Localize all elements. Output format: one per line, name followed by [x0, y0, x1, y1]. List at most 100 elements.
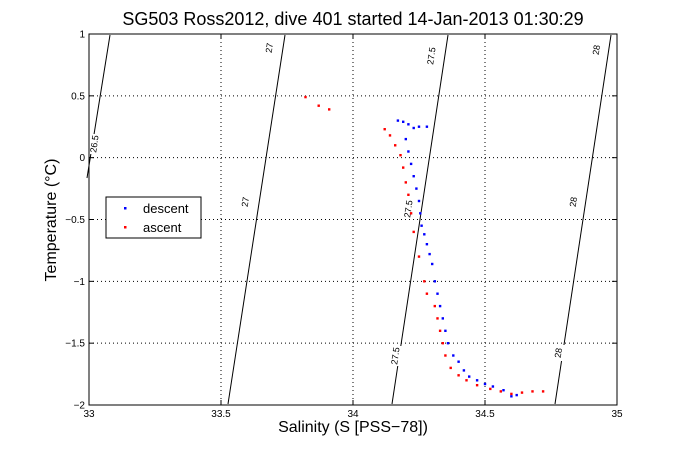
ascent-point [444, 354, 447, 357]
ascent-point [489, 387, 492, 391]
descent-point [419, 212, 422, 215]
descent-point [462, 369, 466, 372]
legend-item-ascent: ascent [124, 220, 182, 235]
descent-point [457, 360, 460, 363]
plot-area: 26.5 27 27 27.5 27.5 27.5 [86, 33, 618, 406]
ascent-point [402, 166, 405, 169]
descent-point [425, 243, 429, 246]
descent-point [417, 199, 421, 203]
descent-point [417, 125, 421, 128]
density-contours [86, 34, 612, 405]
contour-label-text: 27 [240, 196, 251, 207]
legend-marker-ascent [124, 226, 127, 229]
ascent-point [541, 390, 545, 393]
descent-point [412, 175, 415, 178]
y-tick-label: 0.5 [71, 91, 85, 102]
ascent-point [399, 154, 402, 157]
descent-point [409, 162, 413, 166]
ascent-point [449, 366, 452, 370]
x-tick-labels: 33 33.5 34 34.5 35 [83, 409, 623, 420]
descent-point [468, 375, 471, 378]
descent-point [396, 119, 400, 122]
descent-point [444, 329, 447, 332]
ascent-point [388, 134, 392, 137]
contour-label: 27 [240, 194, 252, 210]
descent-point [515, 393, 518, 397]
descent-point [404, 137, 407, 141]
contour-label-text: 26.5 [88, 135, 100, 154]
y-tick-labels: −2 −1.5 −1 −0.5 0 0.5 1 [65, 30, 85, 412]
series-ascent [304, 95, 545, 396]
y-axis-label: Temperature (°C) [43, 159, 60, 282]
ascent-point [407, 193, 410, 196]
descent-point [502, 389, 505, 392]
descent-point [438, 304, 442, 308]
axis-ticks [88, 33, 618, 406]
descent-point [407, 150, 410, 153]
contour-label-text: 27.5 [389, 347, 401, 366]
contour-label: 28 [568, 194, 580, 210]
ascent-point [510, 392, 513, 396]
contour-label: 27 [264, 40, 276, 56]
y-tick-label: 0 [79, 153, 85, 164]
descent-point [425, 125, 429, 128]
contour-label: 26.5 [86, 134, 101, 154]
x-tick-label: 34.5 [475, 409, 495, 420]
y-tick-label: −0.5 [65, 215, 85, 226]
contour-line-27 [227, 34, 286, 405]
descent-point [407, 123, 410, 126]
legend-marker-descent [124, 207, 127, 210]
descent-point [428, 252, 431, 256]
descent-point [423, 233, 426, 236]
descent-point [452, 354, 455, 357]
x-axis-label: Salinity (S [PSS−78]) [278, 419, 428, 436]
descent-point [491, 385, 495, 388]
legend-label-ascent: ascent [143, 220, 182, 235]
ascent-point [438, 329, 442, 332]
y-tick-label: −2 [74, 401, 86, 412]
contour-line-28 [554, 34, 612, 405]
ascent-point [383, 128, 386, 131]
x-tick-label: 34 [347, 409, 359, 420]
legend-box [105, 196, 202, 239]
contour-label: 28 [591, 42, 603, 58]
x-tick-label: 33 [83, 409, 95, 420]
descent-point [436, 292, 439, 295]
y-tick-label: 1 [79, 30, 85, 41]
descent-point [510, 395, 513, 398]
contour-label: 28 [553, 345, 565, 361]
ascent-point [465, 379, 468, 382]
contour-label-text: 28 [568, 196, 579, 207]
contour-line-26-5 [86, 34, 111, 179]
descent-point [431, 262, 434, 266]
contour-label-text: 27 [264, 42, 275, 53]
ascent-point [304, 95, 307, 99]
descent-point [446, 342, 450, 345]
contour-label-text: 27.5 [425, 47, 437, 66]
chart-title: SG503 Ross2012, dive 401 started 14-Jan-… [122, 9, 583, 29]
legend-label-descent: descent [143, 201, 189, 216]
ascent-point [404, 181, 407, 184]
descent-point [433, 280, 436, 283]
descent-point [412, 126, 415, 130]
data-points [304, 95, 545, 398]
ascent-point [436, 317, 439, 320]
grid-lines [89, 34, 617, 405]
legend: descent ascent [105, 196, 202, 239]
descent-point [441, 317, 444, 320]
ascent-point [328, 108, 331, 111]
y-tick-label: −1 [74, 277, 86, 288]
ascent-point [475, 384, 479, 387]
contour-label: 27.5 [425, 46, 438, 66]
contour-label-text: 28 [591, 44, 602, 55]
ascent-point [423, 280, 426, 283]
ascent-point [412, 230, 415, 234]
ascent-point [433, 304, 436, 308]
ascent-point [394, 144, 397, 147]
y-tick-label: −1.5 [65, 339, 85, 350]
descent-point [415, 187, 418, 190]
ascent-point [531, 390, 534, 393]
contour-label: 27.5 [389, 346, 402, 366]
x-tick-label: 33.5 [211, 409, 231, 420]
